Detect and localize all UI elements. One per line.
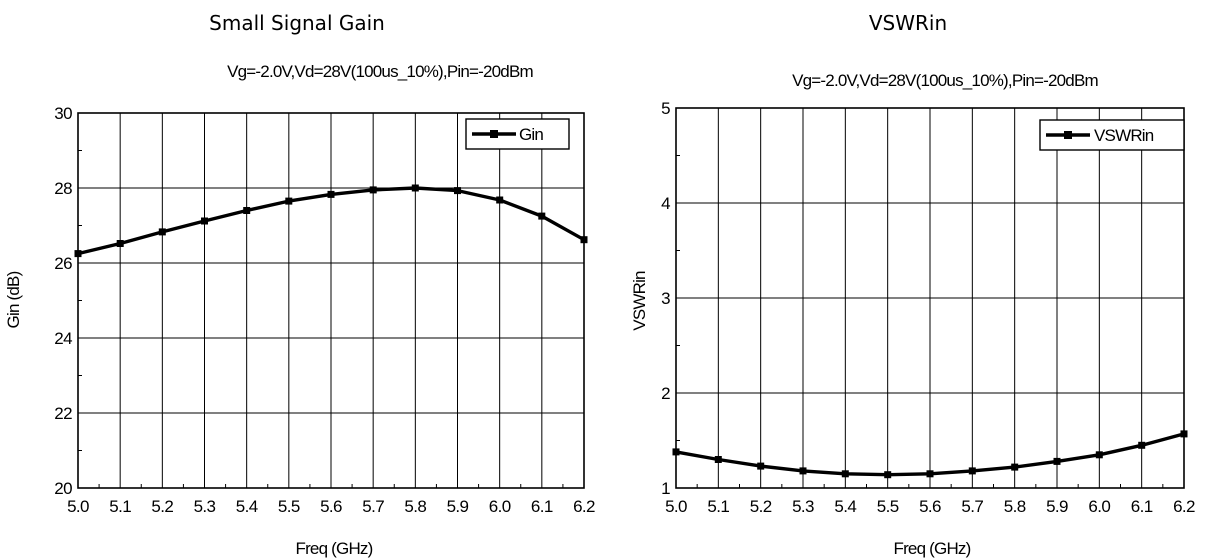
vswr-chart-plot-frame	[675, 107, 1185, 489]
vswr-chart-y-tick-label: 1	[661, 479, 670, 498]
gain-chart-x-tick-label: 5.2	[151, 497, 173, 516]
gain-chart-data-point	[201, 217, 208, 225]
gain-chart-y-tick-label: 20	[54, 479, 72, 498]
vswr-chart-data-point	[799, 467, 807, 475]
vswr-chart-x-tick-label: 5.4	[834, 497, 856, 516]
gain-chart-data-point	[243, 207, 251, 214]
gain-chart-data-point	[496, 196, 504, 204]
vswr-chart-legend-marker	[1064, 131, 1072, 139]
gain-chart-x-tick-label: 5.6	[320, 497, 342, 516]
vswr-chart-y-tick-label: 4	[661, 194, 670, 213]
gain-chart-data-point	[411, 184, 419, 192]
gain-chart-data-point	[538, 212, 546, 220]
gain-chart-subtitle: Vg=-2.0V,Vd=28V(100us_10%),Pin=-20dBm	[227, 62, 533, 81]
vswr-chart-data-point	[672, 448, 680, 456]
gain-chart-y-tick-label: 28	[54, 179, 72, 198]
gain-chart-legend-label: Gin	[519, 125, 543, 144]
vswr-chart-data-point	[1180, 430, 1188, 438]
vswr-chart-grid	[675, 107, 1185, 489]
gain-chart-x-tick-label: 5.1	[109, 497, 131, 516]
vswr-chart-x-tick-label: 6.0	[1088, 497, 1110, 516]
vswr-chart-x-tick-label: 5.3	[792, 497, 814, 516]
vswr-chart-data-point	[884, 471, 892, 479]
gain-chart-data-point	[369, 186, 377, 194]
vswr-chart-x-tick-label: 6.1	[1131, 497, 1153, 516]
gain-chart-y-tick-label: 22	[54, 404, 72, 423]
vswr-chart-title: VSWRin	[869, 11, 947, 35]
vswr-chart-x-tick-label: 6.2	[1173, 497, 1195, 516]
gain-chart-y-tick-label: 26	[54, 254, 72, 273]
gain-chart-grid	[77, 112, 585, 489]
gain-chart-x-tick-label: 5.3	[194, 497, 216, 516]
gain-chart-data-point	[74, 250, 82, 258]
gain-chart-plot-frame	[77, 112, 585, 489]
gain-chart-x-tick-label: 5.8	[404, 497, 426, 516]
vswr-chart-x-tick-label: 5.7	[961, 497, 983, 516]
gain-chart-x-tick-label: 5.4	[236, 497, 258, 516]
vswr-chart-data-point	[757, 462, 765, 470]
gain-chart-x-tick-label: 6.0	[489, 497, 511, 516]
vswr-chart-series	[672, 430, 1188, 479]
gain-chart-y-tick-label: 24	[54, 329, 72, 348]
vswr-chart-data-point	[1011, 463, 1019, 471]
gain-chart-data-point	[158, 228, 166, 236]
vswr-chart-data-point	[1053, 457, 1061, 465]
gain-chart-x-tick-label: 6.2	[573, 497, 595, 516]
vswr-chart-data-point	[1138, 441, 1146, 449]
vswr-chart-y-tick-label: 2	[661, 384, 670, 403]
vswr-chart-legend-label: VSWRin	[1094, 126, 1154, 145]
vswr-chart-data-point	[841, 470, 849, 478]
gain-chart-data-point	[116, 240, 124, 247]
gain-chart-title: Small Signal Gain	[209, 11, 385, 35]
vswr-chart-x-tick-label: 5.5	[877, 497, 899, 516]
gain-chart-x-tick-label: 5.5	[278, 497, 300, 516]
gain-chart-y-axis-label: Gin (dB)	[4, 271, 23, 328]
vswr-chart-data-point	[714, 456, 722, 463]
gain-chart-x-tick-label: 5.0	[67, 497, 89, 516]
gain-chart-x-tick-label: 6.1	[531, 497, 553, 516]
vswr-chart-x-tick-label: 5.1	[707, 497, 729, 516]
gain-chart-x-axis-label: Freq (GHz)	[295, 539, 372, 558]
vswr-chart-x-axis-label: Freq (GHz)	[893, 539, 970, 558]
gain-chart-data-point	[454, 187, 461, 195]
gain-chart-data-point	[580, 236, 588, 244]
vswr-chart-x-tick-label: 5.8	[1004, 497, 1026, 516]
gain-chart-y-tick-label: 30	[54, 104, 72, 123]
gain-chart: Small Signal Gain Vg=-2.0V,Vd=28V(100us_…	[4, 11, 596, 558]
vswr-chart-x-tick-label: 5.0	[665, 497, 687, 516]
vswr-chart-data-point	[968, 467, 976, 475]
gain-chart-legend: Gin	[465, 118, 570, 150]
vswr-chart-data-point	[1095, 451, 1103, 459]
gain-chart-legend-marker	[490, 130, 498, 138]
vswr-chart-x-tick-label: 5.2	[750, 497, 772, 516]
gain-chart-data-point	[285, 197, 293, 205]
vswr-chart-subtitle: Vg=-2.0V,Vd=28V(100us_10%),Pin=-20dBm	[792, 71, 1098, 90]
vswr-chart-ticks: 5.0 5.1 5.2 5.3 5.4 5.5 5.6 5.7 5.8 5.9 6.0 6.1 6.2 1…	[661, 99, 1196, 516]
vswr-chart-y-tick-label: 3	[661, 289, 670, 308]
gain-chart-x-tick-label: 5.7	[362, 497, 384, 516]
vswr-chart-y-tick-label: 5	[661, 99, 670, 118]
gain-chart-data-point	[327, 190, 335, 198]
vswr-chart: VSWRin Vg=-2.0V,Vd=28V(100us_10%),Pin=-2…	[630, 11, 1196, 558]
vswr-chart-y-axis-label: VSWRin	[630, 271, 649, 331]
vswr-chart-data-point	[926, 470, 934, 478]
gain-chart-series	[74, 184, 588, 258]
gain-chart-x-tick-label: 5.9	[447, 497, 469, 516]
vswr-chart-x-tick-label: 5.6	[919, 497, 941, 516]
vswr-chart-legend: VSWRin	[1039, 119, 1185, 151]
vswr-chart-x-tick-label: 5.9	[1046, 497, 1068, 516]
gain-chart-ticks: 5.0 5.1 5.2 5.3 5.4 5.5 5.6 5.7 5.8 5.9 6.0 6.1 6.2 2…	[54, 104, 595, 516]
